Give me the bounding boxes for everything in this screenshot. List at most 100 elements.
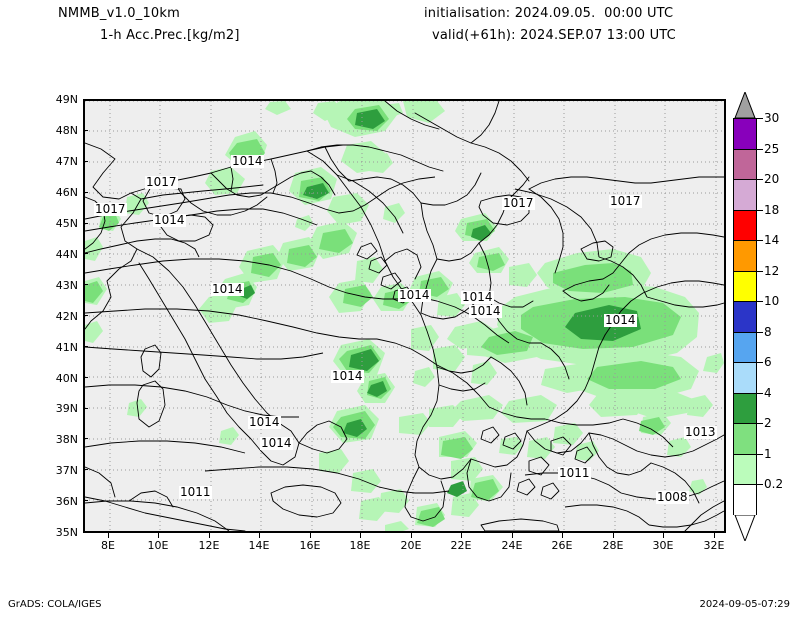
lon-tick-label-22e: 22E	[450, 539, 472, 552]
lon-tick-mark	[108, 533, 109, 538]
colorbar-band-30-plus	[733, 118, 757, 149]
lat-tick-label-45n: 45N	[55, 217, 78, 230]
isobar-label: 1014	[231, 154, 264, 168]
isobar-label: 1014	[248, 415, 281, 429]
isobar-label: 1014	[331, 369, 364, 383]
colorbar-label-1: 1	[764, 447, 772, 461]
lat-tick-label-42n: 42N	[55, 310, 78, 323]
colorbar-over-cap	[734, 92, 756, 118]
colorbar-tick	[757, 210, 763, 211]
colorbar-label-6: 6	[764, 355, 772, 369]
lon-tick-mark	[512, 533, 513, 538]
colorbar-tick	[757, 271, 763, 272]
isobar-label: 1008	[656, 490, 689, 504]
colorbar-band-20-25	[733, 179, 757, 210]
header-valid-time: valid(+61h): 2024.SEP.07 13:00 UTC	[432, 28, 676, 43]
header-initialisation: initialisation: 2024.09.05. 00:00 UTC	[424, 6, 674, 21]
isobar-label: 1017	[145, 175, 178, 189]
lat-tick-label-48n: 48N	[55, 124, 78, 137]
colorbar-label-25: 25	[764, 142, 780, 156]
lat-tick-label-47n: 47N	[55, 155, 78, 168]
colorbar-band-4-6	[733, 393, 757, 423]
footer-timestamp: 2024-09-05-07:29	[699, 599, 790, 610]
colorbar-band-2-4	[733, 423, 757, 454]
lat-tick-label-37n: 37N	[55, 464, 78, 477]
colorbar-band-02-1	[733, 484, 757, 515]
colorbar-tick	[757, 454, 763, 455]
isobar-label: 1017	[502, 196, 535, 210]
lat-tick-mark	[83, 377, 88, 378]
lat-tick-mark	[83, 192, 88, 193]
colorbar-band-8-10	[733, 332, 757, 362]
header-field-name: 1-h Acc.Prec.[kg/m2]	[100, 28, 240, 43]
colorbar-tick	[757, 393, 763, 394]
lat-tick-label-46n: 46N	[55, 186, 78, 199]
isobar-label: 1013	[684, 425, 717, 439]
lat-tick-mark	[83, 284, 88, 285]
colorbar-label-8: 8	[764, 325, 772, 339]
lon-tick-label-20e: 20E	[400, 539, 422, 552]
lon-tick-label-28e: 28E	[602, 539, 624, 552]
lon-tick-label-8e: 8E	[101, 539, 115, 552]
lon-tick-mark	[411, 533, 412, 538]
lat-tick-mark	[83, 223, 88, 224]
colorbar-under-cap	[734, 515, 756, 541]
lon-tick-mark	[562, 533, 563, 538]
colorbar-tick	[757, 484, 763, 485]
colorbar-label-18: 18	[764, 203, 780, 217]
lon-tick-mark	[360, 533, 361, 538]
lon-tick-label-16e: 16E	[299, 539, 321, 552]
lat-tick-mark	[83, 130, 88, 131]
weather-map-svg	[85, 101, 724, 531]
colorbar-tick	[757, 118, 763, 119]
colorbar-tick	[757, 423, 763, 424]
header-model-name: NMMB_v1.0_10km	[58, 6, 180, 21]
precipitation-colorbar: 30 25 20 18 14 12 10 8 6 4 2 1 0.2	[733, 92, 783, 541]
lat-tick-mark	[83, 438, 88, 439]
lon-tick-label-30e: 30E	[652, 539, 674, 552]
colorbar-band-6-8	[733, 362, 757, 393]
lat-tick-mark	[83, 408, 88, 409]
lon-tick-label-12e: 12E	[198, 539, 220, 552]
isobar-label: 1014	[469, 304, 502, 318]
lon-tick-label-18e: 18E	[349, 539, 371, 552]
isobar-label: 1014	[461, 290, 494, 304]
lat-tick-mark	[83, 253, 88, 254]
colorbar-band-14-18	[733, 240, 757, 271]
lon-tick-label-10e: 10E	[147, 539, 169, 552]
lon-tick-mark	[158, 533, 159, 538]
colorbar-band-1-2	[733, 454, 757, 484]
lon-tick-label-14e: 14E	[248, 539, 270, 552]
lat-tick-mark	[83, 161, 88, 162]
colorbar-band-10-12	[733, 301, 757, 332]
colorbar-label-2: 2	[764, 416, 772, 430]
lat-tick-label-41n: 41N	[55, 341, 78, 354]
colorbar-band-12-14	[733, 271, 757, 301]
footer-attribution: GrADS: COLA/IGES	[8, 599, 102, 610]
colorbar-tick	[757, 179, 763, 180]
lon-tick-mark	[259, 533, 260, 538]
colorbar-band-18-20	[733, 210, 757, 240]
lat-tick-label-35n: 35N	[55, 526, 78, 539]
colorbar-label-30: 30	[764, 111, 780, 125]
colorbar-tick	[757, 362, 763, 363]
isobar-label: 1011	[179, 485, 212, 499]
colorbar-label-10: 10	[764, 294, 780, 308]
lat-tick-mark	[83, 469, 88, 470]
lon-tick-mark	[714, 533, 715, 538]
colorbar-label-14: 14	[764, 233, 780, 247]
isobar-label: 1014	[153, 213, 186, 227]
isobar-label: 1011	[558, 466, 591, 480]
colorbar-label-20: 20	[764, 172, 780, 186]
map-plot-area: 1017 1017 1014 1014 1014 1017 1017 1014 …	[83, 99, 726, 533]
lat-tick-mark	[83, 315, 88, 316]
lat-tick-label-36n: 36N	[55, 495, 78, 508]
lat-tick-mark	[83, 346, 88, 347]
lon-tick-label-32e: 32E	[703, 539, 725, 552]
lon-tick-mark	[663, 533, 664, 538]
lon-tick-mark	[613, 533, 614, 538]
lon-tick-mark	[310, 533, 311, 538]
lat-tick-label-44n: 44N	[55, 248, 78, 261]
lon-tick-label-26e: 26E	[551, 539, 573, 552]
lat-tick-label-49n: 49N	[55, 93, 78, 106]
